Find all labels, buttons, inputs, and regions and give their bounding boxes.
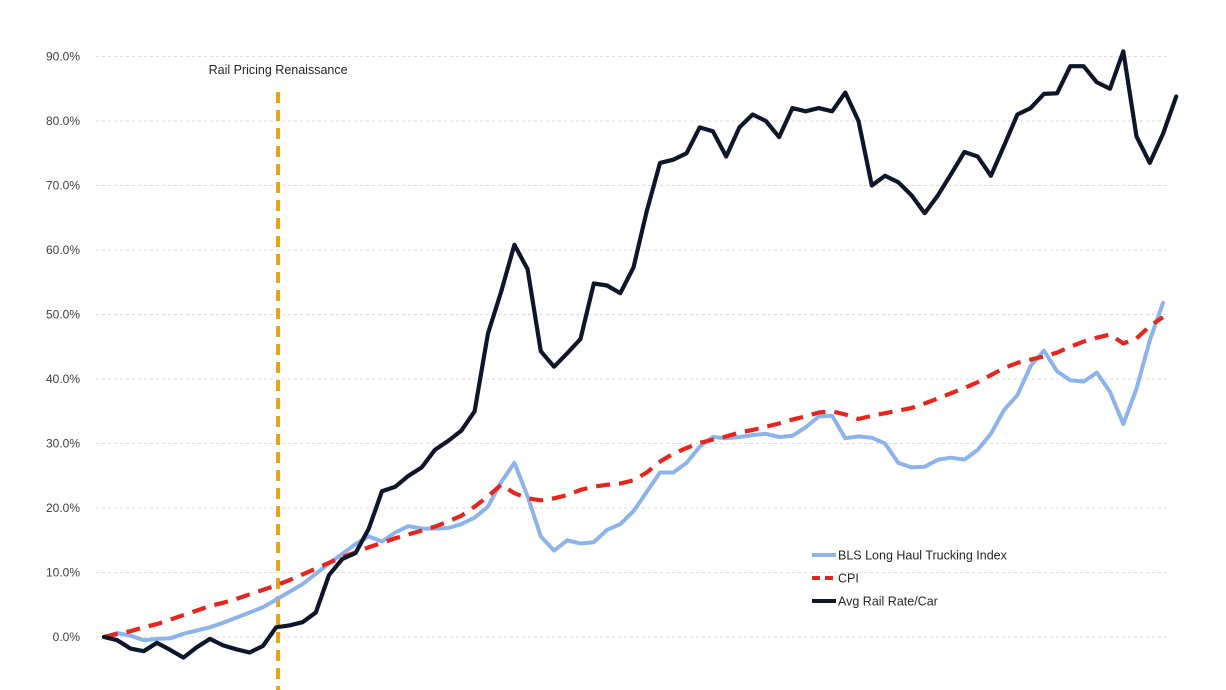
y-tick-label: 0.0% bbox=[53, 630, 81, 644]
series-line-rail bbox=[101, 49, 1179, 660]
legend-label-cpi: CPI bbox=[838, 572, 859, 586]
series-lines bbox=[101, 49, 1179, 660]
y-axis-ticks: 0.0% 10.0% 20.0% 30.0% 40.0% 50.0% 60.0% 70.0% 8… bbox=[46, 50, 80, 645]
series-line-cpi bbox=[103, 315, 1165, 640]
y-tick-label: 60.0% bbox=[46, 243, 80, 257]
gridlines bbox=[96, 56, 1170, 638]
legend: BLS Long Haul Trucking Index CPI Avg Rai… bbox=[812, 549, 1008, 609]
y-tick-label: 40.0% bbox=[46, 372, 80, 386]
y-tick-label: 70.0% bbox=[46, 179, 80, 193]
legend-label-rail: Avg Rail Rate/Car bbox=[838, 595, 938, 609]
y-tick-label: 80.0% bbox=[46, 114, 80, 128]
y-tick-label: 90.0% bbox=[46, 50, 80, 64]
legend-label-trucking: BLS Long Haul Trucking Index bbox=[838, 549, 1008, 563]
series-line-trucking bbox=[102, 300, 1165, 643]
annotation: Rail Pricing Renaissance bbox=[209, 63, 348, 690]
y-tick-label: 20.0% bbox=[46, 501, 80, 515]
y-tick-label: 50.0% bbox=[46, 308, 80, 322]
y-tick-label: 10.0% bbox=[46, 566, 80, 580]
y-tick-label: 30.0% bbox=[46, 437, 80, 451]
annotation-label: Rail Pricing Renaissance bbox=[209, 63, 348, 77]
